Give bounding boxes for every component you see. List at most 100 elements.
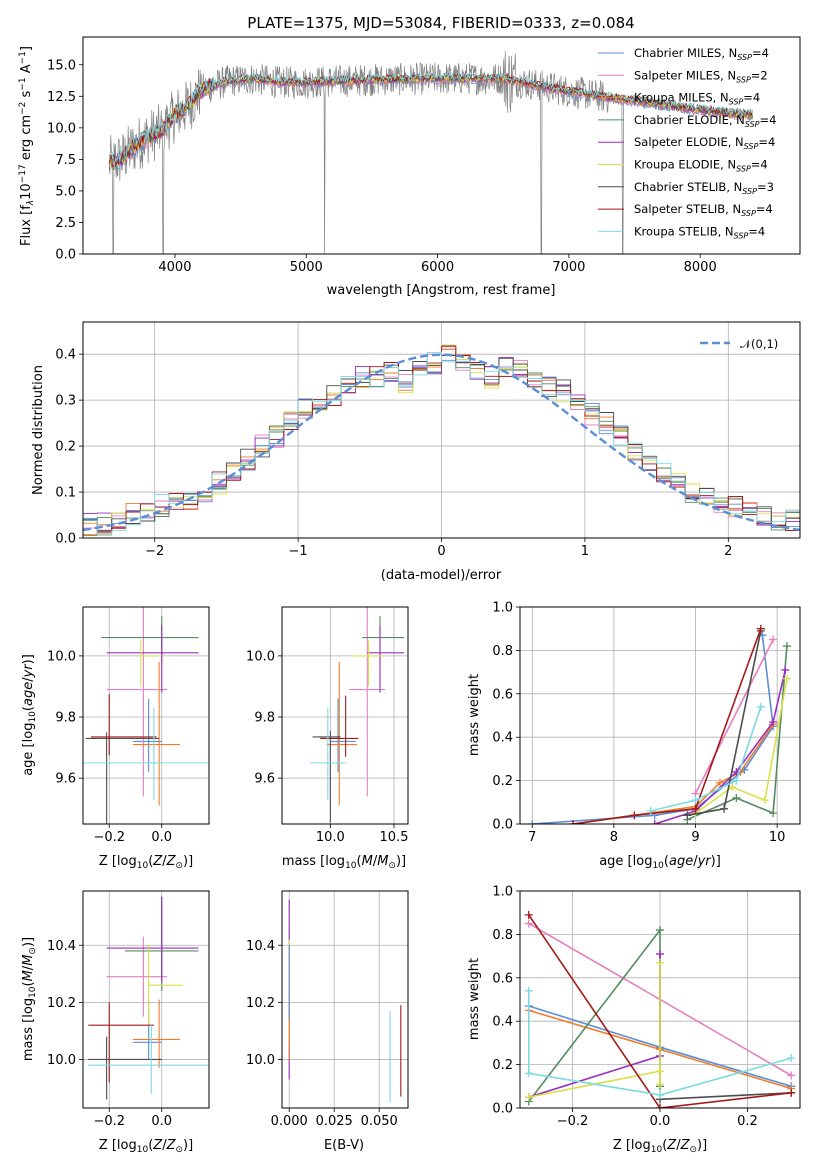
y-tick-label: 0.1 <box>55 486 76 501</box>
mass-weight-line <box>686 646 788 821</box>
data-point-marker <box>782 674 791 683</box>
legend-value: =4 <box>751 158 768 172</box>
y-tick-label: 1.0 <box>492 601 513 616</box>
residuals-legend: 𝒩(0,1) <box>700 337 778 351</box>
data-point-marker <box>524 1069 533 1078</box>
x-tick-label: 0 <box>437 544 445 559</box>
x-tick-label: 0.0 <box>650 1114 671 1129</box>
legend-label: Kroupa MILES, NSSP=4 <box>634 91 760 107</box>
legend-subscript: SSP <box>741 209 756 218</box>
weight-vs-Z-panel: Z [log10(Z/Z⊙)] mass weight −0.2 0.0 0.2 0.… <box>467 885 801 1155</box>
x-tick-label: 0.000 <box>271 1114 308 1129</box>
x-tick-label: 1 <box>581 544 589 559</box>
x-tick-label: 0.0 <box>151 1114 172 1129</box>
x-tick-label: 2 <box>724 544 732 559</box>
y-tick-label: 0.2 <box>55 440 76 455</box>
data-point-marker <box>656 1080 664 1089</box>
x-tick-label: 0.2 <box>737 1114 758 1129</box>
data-point-marker <box>524 919 533 928</box>
x-tick-label: 8000 <box>684 260 717 275</box>
y-tick-label: 10.2 <box>246 996 275 1011</box>
legend-value: =4 <box>760 113 777 127</box>
plot-area <box>288 899 402 1103</box>
data-point-marker <box>716 778 724 787</box>
data-point-marker <box>569 820 578 824</box>
spectrum-xlabel: wavelength [Angstrom, rest frame] <box>327 283 556 298</box>
mass-vs-ebv-panel: E(B-V) 0.000 0.025 0.050 10.0 10.2 10.4 <box>246 890 409 1153</box>
legend-label: Chabrier MILES, NSSP=4 <box>634 46 769 62</box>
y-tick-label: 0.0 <box>55 532 76 547</box>
y-tick-label: 10.4 <box>246 939 275 954</box>
axes-frame <box>82 606 210 825</box>
plot-area <box>108 50 754 254</box>
axes-frame <box>281 606 409 825</box>
y-tick-label: 10.2 <box>47 996 76 1011</box>
mass-weight-line <box>695 678 788 814</box>
plot-area <box>528 624 791 824</box>
legend-label: Salpeter ELODIE, NSSP=4 <box>634 135 775 151</box>
data-point-marker <box>720 804 729 813</box>
data-point-marker <box>524 986 533 995</box>
y-tick-label: 1.0 <box>492 885 513 900</box>
legend-value: =4 <box>748 224 765 238</box>
x-tick-label: −2 <box>145 544 164 559</box>
residuals-ylabel: Normed distribution <box>31 365 46 495</box>
gaussian-reference-line <box>83 353 800 532</box>
weight-vs-age-panel: age [log10(age/yr)] mass weight 7 8 9 10 0.0… <box>467 601 801 871</box>
legend-value: =4 <box>758 135 775 149</box>
data-point-marker <box>787 1088 796 1097</box>
mass-vs-ebv-xlabel: E(B-V) <box>324 1138 364 1153</box>
legend-value: =4 <box>743 91 760 105</box>
axes-frame <box>519 606 801 825</box>
y-tick-label: 0.2 <box>492 1058 513 1073</box>
weight-vs-Z-xlabel: Z [log10(Z/Z⊙)] <box>613 1138 707 1155</box>
legend-value: =2 <box>751 68 768 82</box>
y-tick-label: 10.0 <box>47 1053 76 1068</box>
data-point-marker <box>787 1054 796 1063</box>
data-point-marker <box>732 793 741 802</box>
x-tick-label: 4000 <box>158 260 191 275</box>
y-tick-label: 0.0 <box>492 1102 513 1117</box>
legend-label: Kroupa ELODIE, NSSP=4 <box>634 158 768 174</box>
mass-weight-line <box>654 669 787 824</box>
y-tick-label: 2.5 <box>55 216 76 231</box>
weight-vs-age-xlabel: age [log10(age/yr)] <box>599 854 721 871</box>
y-tick-label: 0.0 <box>492 818 513 833</box>
age-vs-Z-xlabel: Z [log10(Z/Z⊙)] <box>99 854 193 871</box>
mass-weight-line <box>694 639 774 794</box>
grid-lines <box>83 891 209 1108</box>
axes-frame <box>519 890 801 1109</box>
grid-lines <box>282 607 408 824</box>
age-vs-Z-panel: Z [log10(Z/Z⊙)] age [log10(age/yr)] −0.2… <box>21 606 210 871</box>
spectrum-panel: PLATE=1375, MJD=53084, FIBERID=0333, z=0… <box>18 14 801 298</box>
data-point-marker <box>656 926 664 935</box>
spectrum-legend: Chabrier MILES, NSSP=4 Salpeter MILES, NS… <box>598 46 776 240</box>
data-point-marker <box>630 811 639 820</box>
data-point-marker <box>656 1090 664 1099</box>
legend-label: Chabrier STELIB, NSSP=3 <box>634 180 774 196</box>
x-tick-label: 7 <box>528 830 536 845</box>
plot-area <box>310 607 405 823</box>
data-point-marker <box>524 1093 533 1102</box>
data-point-marker <box>656 949 664 958</box>
x-tick-label: 9 <box>691 830 699 845</box>
legend-value: =3 <box>757 180 774 194</box>
weight-vs-Z-ylabel: mass weight <box>467 958 482 1040</box>
y-tick-label: 10.0 <box>246 649 275 664</box>
legend-value: =4 <box>756 202 773 216</box>
y-tick-label: 5.0 <box>55 184 76 199</box>
x-tick-label: 7000 <box>552 260 585 275</box>
data-point-marker <box>656 1067 664 1076</box>
mass-vs-Z-xlabel: Z [log10(Z/Z⊙)] <box>99 1138 193 1155</box>
legend-subscript: SSP <box>744 142 759 151</box>
y-tick-label: 0.6 <box>492 687 513 702</box>
data-point-marker <box>524 910 533 919</box>
legend-subscript: SSP <box>742 187 757 196</box>
data-point-marker <box>728 783 737 792</box>
data-point-marker <box>691 804 700 813</box>
x-tick-label: −0.2 <box>557 1114 589 1129</box>
x-tick-label: −0.2 <box>93 1114 125 1129</box>
data-point-marker <box>769 635 778 644</box>
legend-subscript: SSP <box>745 120 760 129</box>
